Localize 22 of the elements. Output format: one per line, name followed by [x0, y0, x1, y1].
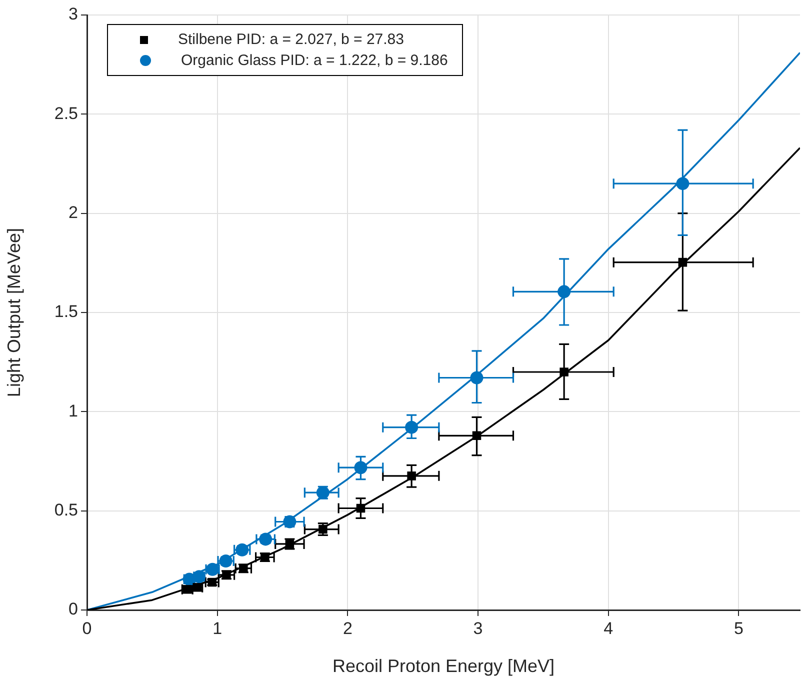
x-tick-label: 5	[734, 618, 744, 638]
point	[405, 420, 418, 434]
y-tick-label: 2	[68, 203, 78, 222]
x-tick-label: 2	[342, 618, 352, 638]
y-tick-label: 0.5	[54, 500, 78, 520]
x-axis-title: Recoil Proton Energy [MeV]	[332, 656, 555, 676]
legend-label: Stilbene PID: a = 2.027, b = 27.83	[178, 30, 404, 50]
x-tick-label: 3	[473, 618, 483, 638]
point	[354, 461, 368, 474]
y-tick-label: 1.5	[54, 302, 78, 322]
x-tick-label: 0	[82, 618, 92, 638]
y-tick-label: 1	[68, 401, 78, 420]
y-axis-title: Light Output [MeVee]	[4, 228, 24, 398]
x-tick-label: 4	[604, 618, 614, 638]
x-tick-label: 1	[212, 618, 222, 638]
point	[676, 177, 690, 190]
point	[558, 285, 571, 298]
y-tick-label: 3	[68, 4, 78, 24]
legend-label: Organic Glass PID: a = 1.222, b = 9.186	[181, 51, 448, 71]
y-tick-label: 2.5	[54, 104, 78, 123]
point	[470, 371, 484, 384]
y-tick-label: 0	[68, 600, 78, 619]
